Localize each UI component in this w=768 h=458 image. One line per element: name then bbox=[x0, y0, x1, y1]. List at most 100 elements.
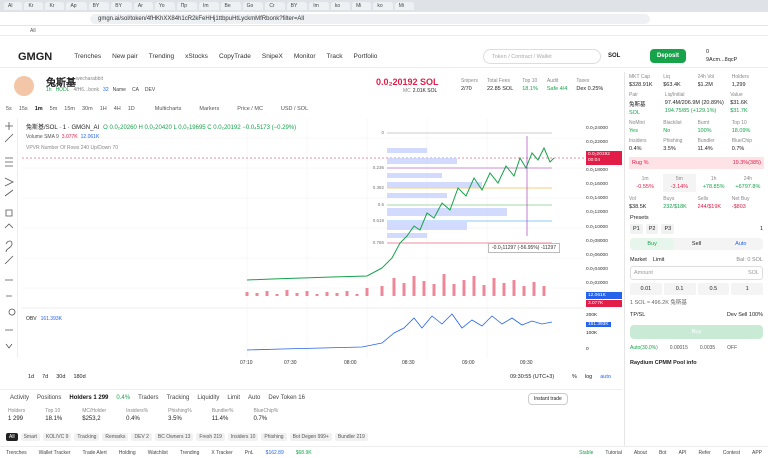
item[interactable]: 5s bbox=[6, 106, 12, 112]
cell[interactable]: 24h +6797.8% bbox=[732, 174, 764, 192]
item[interactable]: API bbox=[678, 449, 687, 456]
item[interactable]: Dev Token 16 bbox=[268, 395, 305, 401]
item[interactable]: ko bbox=[330, 2, 351, 10]
item[interactable]: BC Owners 13 bbox=[154, 433, 194, 441]
url[interactable]: gmgn.ai/sol/token/4fHKhXX84h1cR2kFeHHj1t… bbox=[90, 14, 650, 24]
item[interactable]: All bbox=[6, 433, 18, 441]
item[interactable]: Mi bbox=[352, 2, 372, 10]
item[interactable]: 7d bbox=[42, 374, 49, 380]
item[interactable]: Limit bbox=[227, 395, 241, 401]
item[interactable]: Trenches bbox=[6, 449, 27, 456]
cell[interactable]: 1m -0.55% bbox=[629, 174, 661, 192]
item[interactable]: Kr bbox=[24, 2, 44, 10]
item[interactable]: Multicharts bbox=[154, 106, 182, 112]
item[interactable]: Trenches bbox=[74, 53, 102, 60]
item[interactable]: 0.01 bbox=[630, 283, 662, 295]
item[interactable]: Remarks bbox=[102, 433, 129, 441]
item[interactable]: APP bbox=[751, 449, 762, 456]
item[interactable]: Holding bbox=[118, 449, 136, 456]
item[interactable]: Limit bbox=[652, 257, 665, 263]
item[interactable]: Buy bbox=[630, 238, 675, 250]
item[interactable]: 15s bbox=[18, 106, 28, 112]
item[interactable]: About bbox=[633, 449, 647, 456]
item[interactable]: Kr bbox=[45, 2, 65, 10]
item[interactable]: BY bbox=[286, 2, 308, 10]
item[interactable]: Contest bbox=[722, 449, 740, 456]
item[interactable]: Watchlist bbox=[147, 449, 168, 456]
item[interactable]: All bbox=[30, 27, 36, 34]
item[interactable]: 1 bbox=[731, 283, 763, 295]
item[interactable]: Wallet Tracker bbox=[38, 449, 71, 456]
item[interactable]: Go bbox=[242, 2, 264, 10]
item[interactable]: Cr bbox=[265, 2, 285, 10]
item[interactable]: 1d bbox=[28, 374, 35, 380]
item[interactable]: Bot Degen 999+ bbox=[289, 433, 332, 441]
item[interactable]: Track bbox=[326, 53, 343, 60]
item[interactable]: P3 bbox=[661, 224, 675, 234]
cell[interactable]: 5m -3.14% bbox=[663, 174, 696, 192]
logo[interactable]: GMGN bbox=[18, 50, 53, 63]
item[interactable]: 5m bbox=[49, 106, 58, 112]
item[interactable]: Smart bbox=[20, 433, 40, 441]
item[interactable]: Refer bbox=[698, 449, 711, 456]
item[interactable]: 1H bbox=[99, 106, 107, 112]
item[interactable]: Liquidity bbox=[197, 395, 220, 401]
item[interactable]: Sell bbox=[691, 241, 702, 247]
item[interactable]: 0.5 bbox=[697, 283, 730, 295]
item[interactable]: Insiders 10 bbox=[227, 433, 259, 441]
item[interactable]: Price / MC bbox=[237, 106, 263, 112]
item[interactable]: $162.89 bbox=[265, 449, 284, 456]
item[interactable]: Yo bbox=[154, 2, 175, 10]
item[interactable]: Phishing bbox=[261, 433, 287, 441]
chain-select[interactable]: SOL bbox=[608, 53, 621, 59]
item[interactable]: PnL bbox=[244, 449, 254, 456]
item[interactable]: CopyTrade bbox=[218, 53, 251, 60]
item[interactable]: Name bbox=[112, 87, 126, 93]
item[interactable]: 15m bbox=[64, 106, 75, 112]
item[interactable]: SnipeX bbox=[261, 53, 283, 60]
item[interactable]: Monitor bbox=[293, 53, 316, 60]
item[interactable]: DEV bbox=[144, 87, 156, 93]
item[interactable]: Portfolio bbox=[353, 53, 378, 60]
item[interactable]: 30d bbox=[56, 374, 66, 380]
item[interactable]: Mi bbox=[394, 2, 414, 10]
item[interactable]: Trade Alert bbox=[82, 449, 107, 456]
item[interactable]: log bbox=[584, 374, 593, 380]
item[interactable]: Traders bbox=[138, 395, 159, 401]
item[interactable]: Auto bbox=[735, 241, 747, 247]
item[interactable]: 180d bbox=[73, 374, 86, 380]
item[interactable]: KOL/VC 9 bbox=[42, 433, 72, 441]
item[interactable]: Пр bbox=[176, 2, 197, 10]
item[interactable]: Be bbox=[220, 2, 241, 10]
amount-input[interactable]: Amount SOL bbox=[630, 266, 763, 280]
item[interactable]: Ar bbox=[133, 2, 153, 10]
item[interactable]: BY bbox=[88, 2, 110, 10]
item[interactable]: Positions bbox=[37, 395, 62, 401]
wallet[interactable]: 0 9Acm...8qcP bbox=[706, 48, 737, 64]
item[interactable]: X Tracker bbox=[211, 449, 233, 456]
item[interactable]: 0.4% bbox=[116, 395, 131, 401]
item[interactable]: TP/SL bbox=[630, 312, 646, 318]
item[interactable]: CA bbox=[131, 87, 139, 93]
buy-button[interactable]: Buy bbox=[630, 325, 763, 339]
item[interactable]: % bbox=[572, 374, 577, 380]
token-address[interactable]: 4fH6...bonk bbox=[73, 87, 100, 93]
item[interactable]: USD / SOL bbox=[280, 106, 309, 112]
item[interactable]: Tracking bbox=[166, 395, 190, 401]
item[interactable]: Bundler 219 bbox=[334, 433, 368, 441]
deposit-button[interactable]: Deposit bbox=[650, 49, 687, 63]
item[interactable]: auto bbox=[600, 374, 611, 380]
item[interactable]: 1D bbox=[127, 106, 135, 112]
item[interactable]: P1 bbox=[630, 224, 643, 234]
preset-count[interactable]: 1 bbox=[759, 226, 763, 232]
item[interactable]: DEV 2 bbox=[131, 433, 152, 441]
item[interactable]: 30m bbox=[81, 106, 93, 112]
item[interactable]: Tracking bbox=[74, 433, 100, 441]
item[interactable]: BY bbox=[111, 2, 132, 10]
item[interactable]: Dev Sell 100% bbox=[726, 312, 763, 318]
item[interactable]: P2 bbox=[645, 224, 659, 234]
item[interactable]: Im bbox=[198, 2, 219, 10]
item[interactable]: Bot bbox=[658, 449, 667, 456]
item[interactable]: Activity bbox=[10, 395, 30, 401]
item[interactable]: New pair bbox=[112, 53, 138, 60]
